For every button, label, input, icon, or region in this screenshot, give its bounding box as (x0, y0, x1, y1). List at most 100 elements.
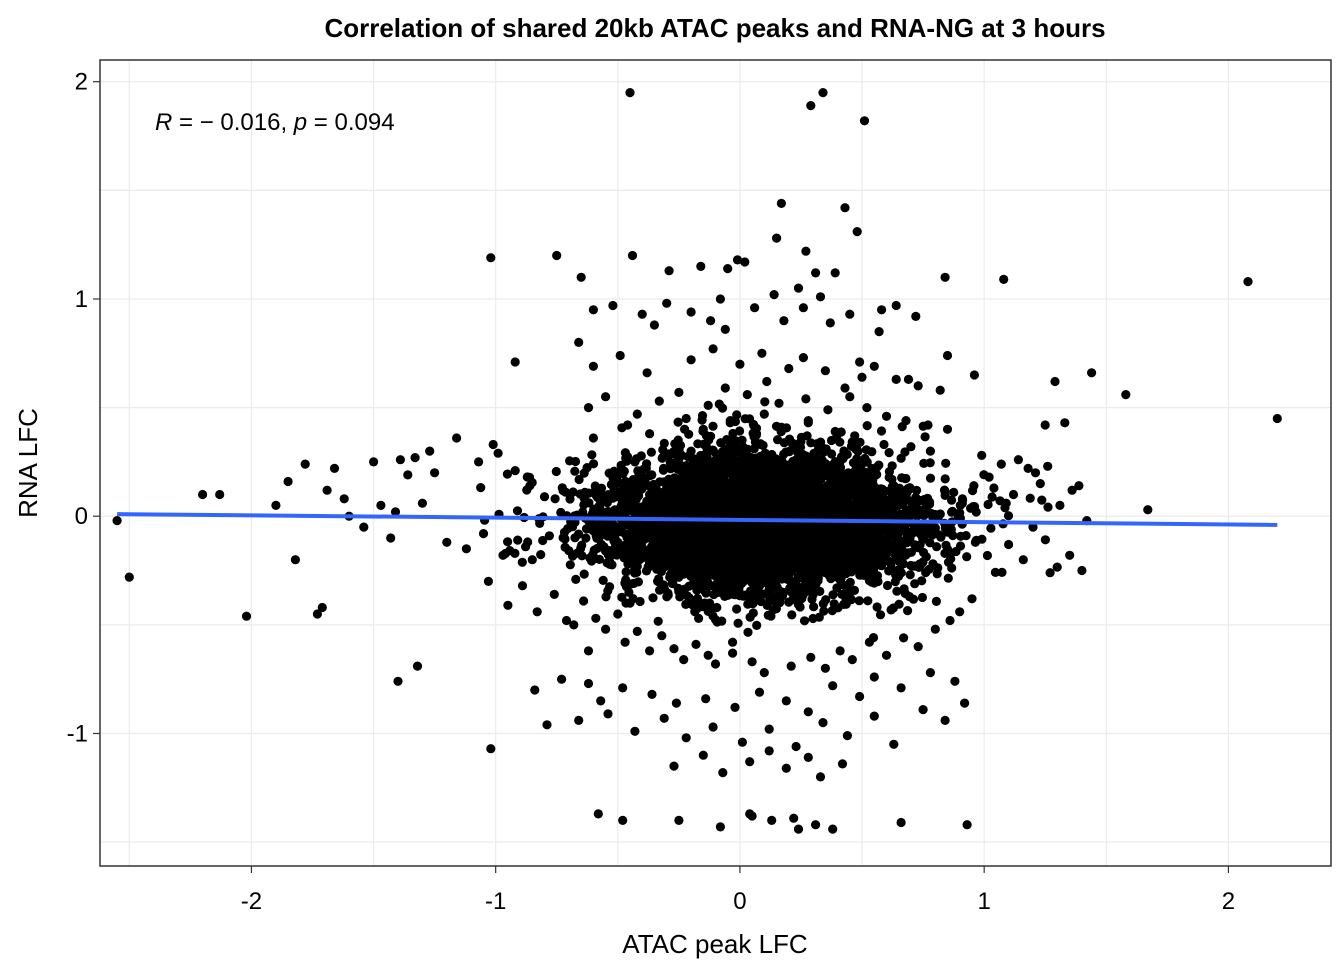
data-point (682, 591, 692, 601)
data-point (517, 581, 528, 591)
data-point (617, 592, 627, 602)
data-point (627, 250, 638, 261)
data-point (931, 596, 942, 607)
data-point (969, 370, 980, 380)
data-point (769, 290, 779, 300)
data-point (855, 691, 865, 702)
data-point (676, 466, 686, 476)
data-point (714, 505, 724, 515)
data-point (903, 495, 914, 505)
data-point (933, 563, 943, 573)
data-point (738, 567, 748, 577)
data-point (774, 461, 784, 471)
data-point (987, 492, 997, 502)
data-point (376, 500, 386, 510)
data-point (803, 707, 813, 717)
data-point (692, 593, 703, 604)
data-point (723, 264, 733, 274)
data-point (601, 392, 611, 402)
data-point (714, 587, 724, 598)
data-point (882, 580, 893, 591)
data-point (1055, 500, 1065, 510)
data-point (691, 639, 701, 650)
data-point (719, 536, 729, 546)
data-point (942, 424, 953, 434)
data-point (918, 421, 928, 431)
data-point (832, 583, 842, 593)
data-point (840, 566, 850, 576)
data-point (742, 557, 752, 567)
data-point (847, 655, 857, 665)
data-point (615, 350, 625, 361)
data-point (989, 483, 999, 493)
data-point (787, 610, 797, 620)
data-point (754, 581, 764, 592)
data-point (951, 546, 961, 557)
data-point (770, 553, 780, 563)
data-point (881, 411, 892, 421)
data-point (874, 327, 884, 337)
data-point (857, 459, 867, 469)
data-point (1243, 277, 1253, 287)
data-point (502, 469, 512, 479)
data-point (706, 316, 716, 326)
data-point (608, 493, 618, 503)
data-point (674, 445, 684, 455)
data-point (704, 435, 714, 445)
data-point (708, 421, 718, 431)
data-point (823, 405, 833, 415)
data-point (806, 469, 816, 479)
data-point (806, 452, 816, 462)
data-point (997, 567, 1007, 578)
data-point (720, 324, 730, 334)
data-point (290, 555, 300, 565)
data-point (745, 598, 755, 608)
data-point (680, 424, 690, 434)
data-point (906, 442, 916, 452)
data-point (686, 571, 696, 581)
data-point (701, 694, 711, 704)
data-point (715, 822, 726, 832)
data-point (867, 502, 877, 512)
data-point (806, 479, 817, 489)
data-point (601, 624, 611, 634)
data-point (703, 606, 713, 617)
data-point (891, 535, 901, 545)
data-point (690, 552, 700, 563)
data-point (740, 257, 750, 267)
data-point (757, 348, 767, 358)
data-point (583, 403, 594, 413)
data-point (738, 442, 748, 452)
data-point (588, 459, 599, 469)
data-point (807, 489, 817, 499)
data-point (861, 556, 871, 566)
data-point (908, 594, 919, 604)
data-point (556, 507, 566, 518)
data-point (899, 584, 909, 594)
data-point (583, 646, 594, 656)
data-point (645, 646, 655, 656)
data-point (622, 452, 633, 462)
data-point (932, 542, 942, 552)
data-point (618, 683, 628, 693)
data-point (703, 650, 713, 660)
data-point (682, 556, 692, 566)
data-point (935, 385, 945, 395)
data-point (849, 491, 859, 501)
data-point (872, 571, 882, 581)
data-point (674, 815, 684, 826)
data-point (618, 469, 628, 479)
data-point (925, 668, 936, 678)
data-point (705, 598, 715, 608)
data-point (960, 698, 970, 708)
data-point (802, 431, 812, 441)
data-point (1000, 503, 1010, 513)
data-point (550, 494, 560, 504)
data-point (707, 570, 718, 580)
data-point (565, 560, 575, 570)
data-point (594, 554, 605, 565)
data-point (664, 451, 674, 461)
data-point (764, 724, 774, 734)
data-point (846, 595, 857, 605)
data-point (889, 739, 899, 749)
